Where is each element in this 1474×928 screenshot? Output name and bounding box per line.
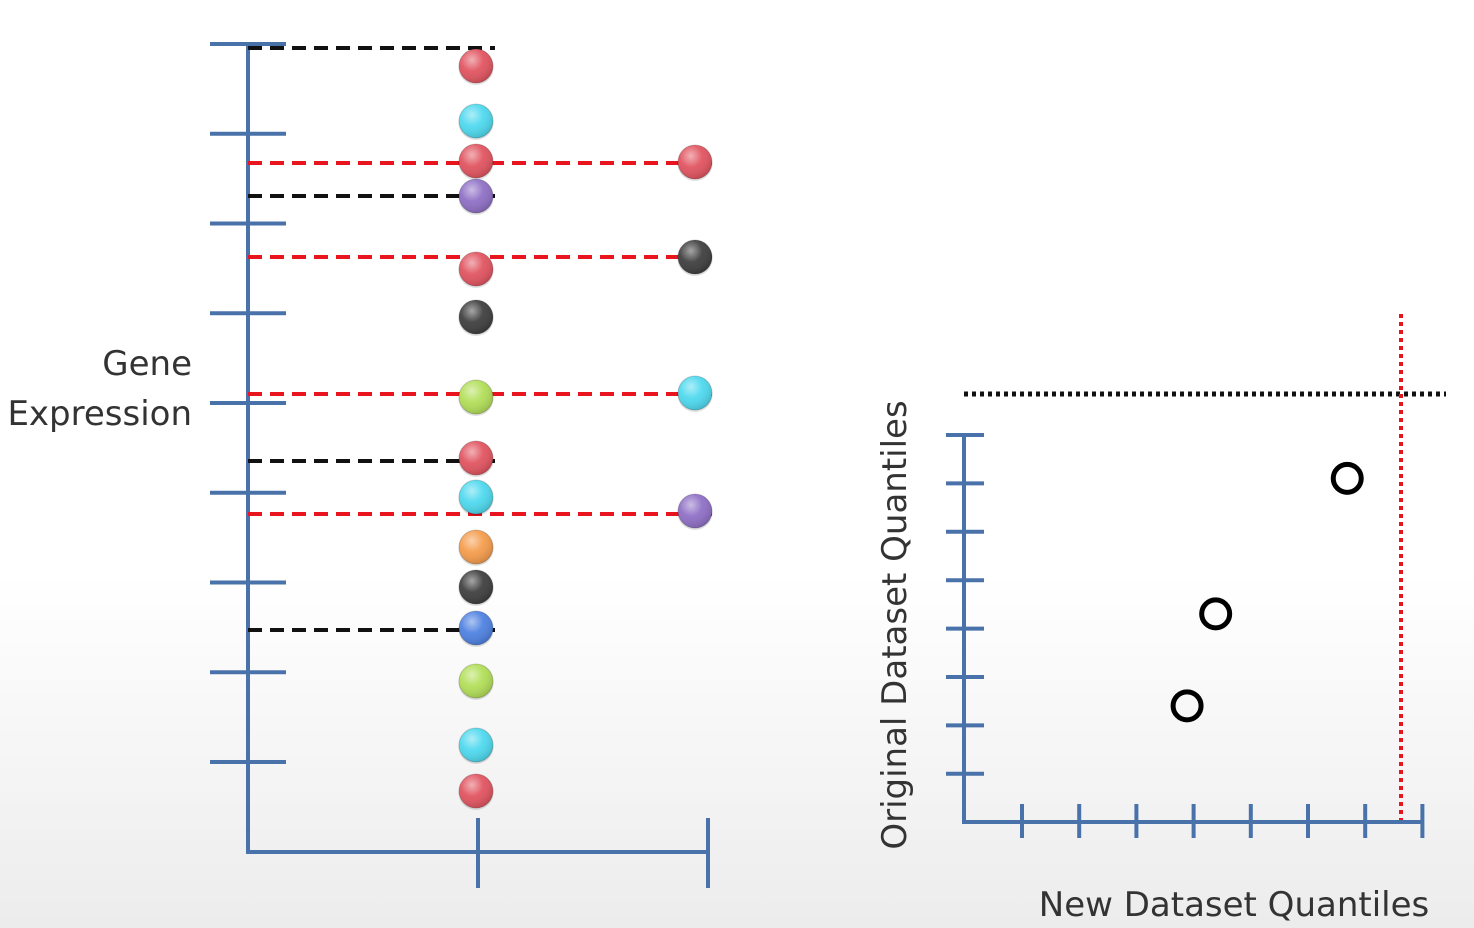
original-green-dot	[458, 379, 494, 416]
right-x-axis-label: New Dataset Quantiles	[1039, 885, 1429, 925]
dot-highlight	[459, 179, 493, 213]
original-column-dots	[458, 48, 494, 810]
new-cyan-dot	[677, 375, 713, 412]
dot-highlight	[459, 104, 493, 138]
dot-highlight	[459, 664, 493, 698]
dot-highlight	[678, 145, 712, 179]
left-x-axis	[246, 818, 710, 888]
dot-highlight	[459, 480, 493, 514]
original-blue-dot	[458, 610, 494, 647]
original-cyan-dot	[458, 727, 494, 764]
qq-point	[1330, 461, 1364, 495]
right-y-axis	[946, 433, 984, 824]
dot-highlight	[459, 728, 493, 762]
original-purple-dot	[458, 178, 494, 215]
dot-highlight	[678, 376, 712, 410]
dot-highlight	[459, 300, 493, 334]
dot-highlight	[459, 441, 493, 475]
dot-highlight	[459, 144, 493, 178]
original-red-dot	[458, 143, 494, 180]
original-black-dot	[458, 569, 494, 606]
right-x-ticks	[1020, 804, 1425, 838]
original-orange-dot	[458, 529, 494, 566]
original-red-dot	[458, 48, 494, 85]
left-y-axis	[210, 42, 286, 854]
right-y-ticks	[946, 433, 984, 776]
dot-highlight	[459, 570, 493, 604]
left-axis-label-line1: Gene	[102, 344, 192, 384]
original-red-dot	[458, 440, 494, 477]
dot-highlight	[459, 49, 493, 83]
right-x-axis	[962, 804, 1425, 838]
new-purple-dot	[677, 493, 713, 530]
dot-highlight	[678, 494, 712, 528]
dot-highlight	[678, 240, 712, 274]
original-red-dot	[458, 773, 494, 810]
left-axis-label-line2: Expression	[7, 394, 192, 434]
original-cyan-dot	[458, 103, 494, 140]
original-red-dot	[458, 251, 494, 288]
dot-highlight	[459, 380, 493, 414]
right-y-axis-label: Original Dataset Quantiles	[875, 400, 915, 849]
new-column-dots	[677, 144, 713, 530]
qq-point	[1170, 689, 1204, 723]
right-plot: New Dataset Quantiles Original Dataset Q…	[875, 314, 1446, 925]
left-plot: Gene Expression	[7, 42, 713, 888]
left-y-ticks	[210, 42, 286, 764]
original-green-dot	[458, 663, 494, 700]
new-red-dot	[677, 144, 713, 181]
dot-highlight	[459, 774, 493, 808]
original-black-dot	[458, 299, 494, 336]
dot-highlight	[459, 611, 493, 645]
original-cyan-dot	[458, 479, 494, 516]
dot-highlight	[459, 252, 493, 286]
qq-points	[1170, 461, 1364, 723]
qq-point	[1199, 597, 1233, 631]
dot-highlight	[459, 530, 493, 564]
new-black-dot	[677, 239, 713, 276]
